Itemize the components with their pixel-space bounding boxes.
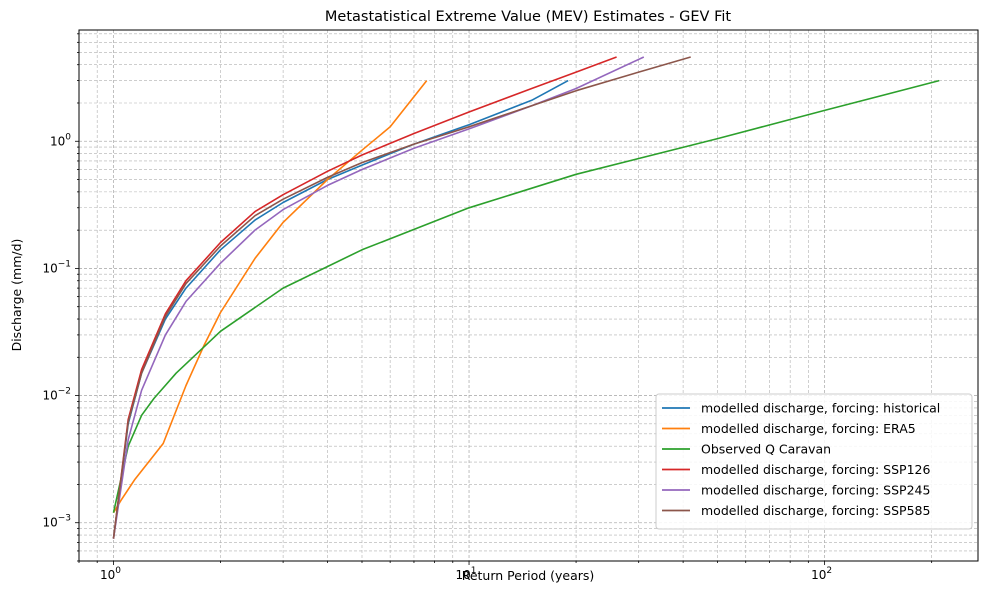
y-tick-label-exponent: −3 xyxy=(58,514,71,524)
legend-label: Observed Q Caravan xyxy=(701,442,831,457)
legend-label: modelled discharge, forcing: historical xyxy=(701,401,940,416)
x-tick-label: 100 xyxy=(100,566,121,582)
y-tick-label-base: 10 xyxy=(42,389,57,403)
y-tick-label: 10−3 xyxy=(42,514,71,530)
series-lines xyxy=(112,56,940,539)
x-tick-label-exponent: 1 xyxy=(471,566,477,576)
y-tick-label: 100 xyxy=(50,132,71,148)
legend-box xyxy=(655,393,973,530)
y-tick-label-exponent: 0 xyxy=(65,132,71,142)
chart-title: Metastatistical Extreme Value (MEV) Esti… xyxy=(325,9,731,25)
series-line-2 xyxy=(112,79,940,513)
legend-label: modelled discharge, forcing: ERA5 xyxy=(701,421,916,436)
series-line-5 xyxy=(112,56,691,539)
legend-label: modelled discharge, forcing: SSP585 xyxy=(701,503,930,518)
x-tick-label-exponent: 0 xyxy=(115,566,121,576)
y-tick-label-base: 10 xyxy=(42,516,57,530)
x-tick-label: 102 xyxy=(811,566,832,582)
y-tick-label: 10−1 xyxy=(42,259,71,275)
y-tick-label-exponent: −2 xyxy=(58,387,71,397)
x-axis-label: Return Period (years) xyxy=(462,568,595,583)
x-tick-label-base: 10 xyxy=(811,568,826,582)
plot-frame xyxy=(78,29,979,562)
series-line-1 xyxy=(112,80,428,514)
x-tick-label-base: 10 xyxy=(456,568,471,582)
legend-label: modelled discharge, forcing: SSP245 xyxy=(701,483,930,498)
x-tick-label: 101 xyxy=(456,566,477,582)
legend-label: modelled discharge, forcing: SSP126 xyxy=(701,462,930,477)
y-tick-label-exponent: −1 xyxy=(58,259,71,269)
series-line-3 xyxy=(112,56,617,539)
x-tick-label-base: 10 xyxy=(100,568,115,582)
y-tick-label-base: 10 xyxy=(50,134,65,148)
legend: modelled discharge, forcing: historical m… xyxy=(655,393,973,530)
y-tick-label: 10−2 xyxy=(42,387,71,403)
x-tick-label-exponent: 2 xyxy=(826,566,832,576)
y-axis-label: Discharge (mm/d) xyxy=(9,239,24,352)
y-tick-label-base: 10 xyxy=(42,261,57,275)
